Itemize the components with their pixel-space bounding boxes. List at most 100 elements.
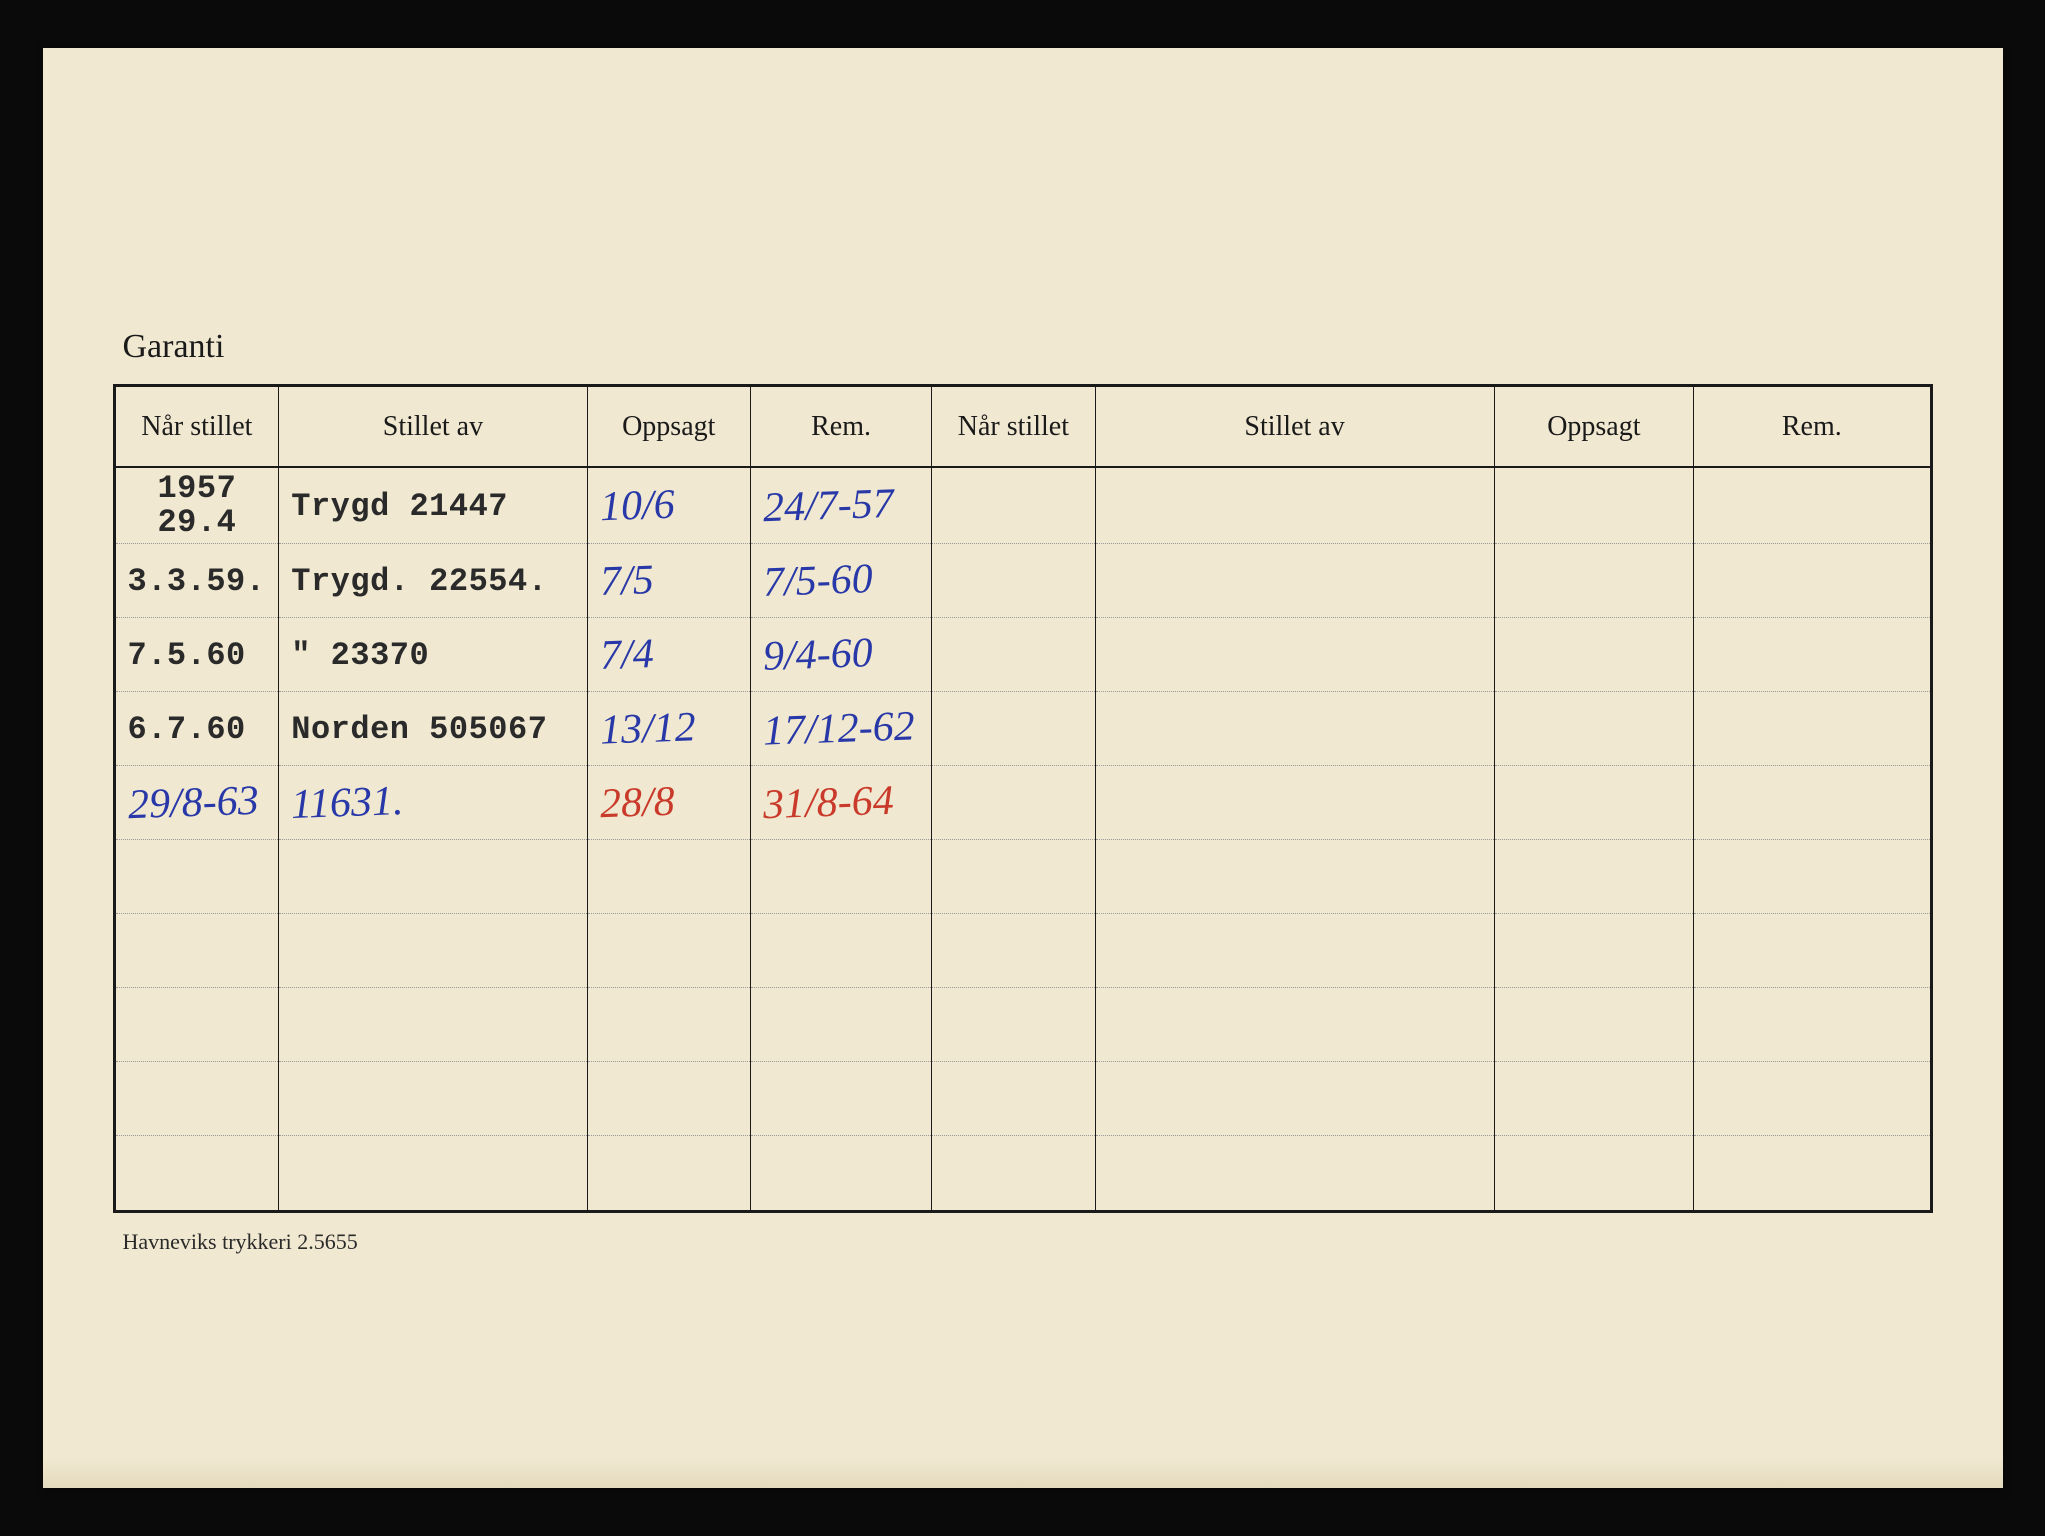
card-title: Garanti (123, 328, 1933, 366)
table-row (116, 914, 1930, 988)
cell-rem: 9/4-60 (750, 618, 931, 692)
cell-empty (1095, 988, 1494, 1062)
cell-oppsagt: 10/6 (587, 467, 750, 544)
header-by-2: Stillet av (1095, 387, 1494, 467)
cell-when: 7.5.60 (116, 618, 279, 692)
cell-rem (750, 914, 931, 988)
cell-when (116, 914, 279, 988)
cell-empty (932, 618, 1095, 692)
cell-oppsagt (587, 988, 750, 1062)
table-row: 195729.4Trygd 2144710/624/7-57 (116, 467, 1930, 544)
cell-rem (750, 988, 931, 1062)
table-header-row: Når stillet Stillet av Oppsagt Rem. Når … (116, 387, 1930, 467)
cell-by (279, 1136, 587, 1210)
cell-rem: 17/12-62 (750, 692, 931, 766)
cell-empty (932, 544, 1095, 618)
cell-empty (1694, 618, 1930, 692)
table-row: 7.5.60" 233707/49/4-60 (116, 618, 1930, 692)
garanti-table-wrap: Når stillet Stillet av Oppsagt Rem. Når … (113, 384, 1933, 1213)
cell-empty (932, 840, 1095, 914)
printer-footer: Havneviks trykkeri 2.5655 (123, 1229, 1933, 1255)
cell-empty (932, 467, 1095, 544)
cell-empty (1095, 467, 1494, 544)
table-row (116, 1136, 1930, 1210)
table-row: 6.7.60Norden 50506713/1217/12-62 (116, 692, 1930, 766)
table-row (116, 1062, 1930, 1136)
cell-when: 6.7.60 (116, 692, 279, 766)
header-when-1: Når stillet (116, 387, 279, 467)
cell-rem (750, 1136, 931, 1210)
table-row (116, 988, 1930, 1062)
cell-empty (1494, 766, 1694, 840)
cell-by (279, 840, 587, 914)
cell-when (116, 1062, 279, 1136)
cell-by: Trygd 21447 (279, 467, 587, 544)
cell-oppsagt: 13/12 (587, 692, 750, 766)
cell-oppsagt (587, 1136, 750, 1210)
cell-empty (932, 1136, 1095, 1210)
cell-rem: 31/8-64 (750, 766, 931, 840)
cell-empty (1095, 692, 1494, 766)
cell-rem: 7/5-60 (750, 544, 931, 618)
cell-empty (932, 766, 1095, 840)
header-by-1: Stillet av (279, 387, 587, 467)
cell-oppsagt: 7/5 (587, 544, 750, 618)
table-row: 29/8-6311631.28/831/8-64 (116, 766, 1930, 840)
cell-empty (1494, 1062, 1694, 1136)
cell-empty (1694, 988, 1930, 1062)
cell-rem: 24/7-57 (750, 467, 931, 544)
header-oppsagt-1: Oppsagt (587, 387, 750, 467)
cell-by: " 23370 (279, 618, 587, 692)
cell-oppsagt: 7/4 (587, 618, 750, 692)
cell-oppsagt (587, 1062, 750, 1136)
cell-empty (1095, 618, 1494, 692)
cell-when (116, 988, 279, 1062)
cell-rem (750, 840, 931, 914)
cell-when: 29/8-63 (116, 766, 279, 840)
cell-empty (1694, 467, 1930, 544)
cell-empty (932, 1062, 1095, 1136)
cell-empty (1694, 1136, 1930, 1210)
table-row (116, 840, 1930, 914)
header-oppsagt-2: Oppsagt (1494, 387, 1694, 467)
header-rem-1: Rem. (750, 387, 931, 467)
cell-empty (1494, 692, 1694, 766)
cell-by: 11631. (279, 766, 587, 840)
cell-empty (1694, 692, 1930, 766)
cell-empty (1095, 1062, 1494, 1136)
cell-empty (1494, 988, 1694, 1062)
table-row: 3.3.59.Trygd. 22554.7/57/5-60 (116, 544, 1930, 618)
cell-empty (1694, 840, 1930, 914)
cell-empty (1694, 1062, 1930, 1136)
cell-empty (1095, 1136, 1494, 1210)
cell-oppsagt (587, 914, 750, 988)
cell-when (116, 1136, 279, 1210)
cell-empty (1095, 914, 1494, 988)
cell-empty (1494, 840, 1694, 914)
cell-empty (1694, 766, 1930, 840)
garanti-table: Når stillet Stillet av Oppsagt Rem. Når … (116, 387, 1930, 1210)
cell-by (279, 1062, 587, 1136)
cell-empty (1694, 544, 1930, 618)
card-shadow-edge (43, 1458, 2003, 1488)
cell-when: 195729.4 (116, 467, 279, 544)
cell-empty (932, 692, 1095, 766)
cell-empty (1095, 840, 1494, 914)
cell-by: Trygd. 22554. (279, 544, 587, 618)
cell-empty (1494, 467, 1694, 544)
cell-when: 3.3.59. (116, 544, 279, 618)
cell-rem (750, 1062, 931, 1136)
cell-empty (1095, 766, 1494, 840)
cell-empty (1694, 914, 1930, 988)
cell-empty (932, 988, 1095, 1062)
table-body: 195729.4Trygd 2144710/624/7-573.3.59.Try… (116, 467, 1930, 1210)
cell-by (279, 914, 587, 988)
cell-empty (1494, 618, 1694, 692)
cell-when (116, 840, 279, 914)
header-rem-2: Rem. (1694, 387, 1930, 467)
cell-empty (1494, 914, 1694, 988)
cell-oppsagt: 28/8 (587, 766, 750, 840)
cell-by (279, 988, 587, 1062)
cell-empty (1095, 544, 1494, 618)
cell-empty (1494, 544, 1694, 618)
